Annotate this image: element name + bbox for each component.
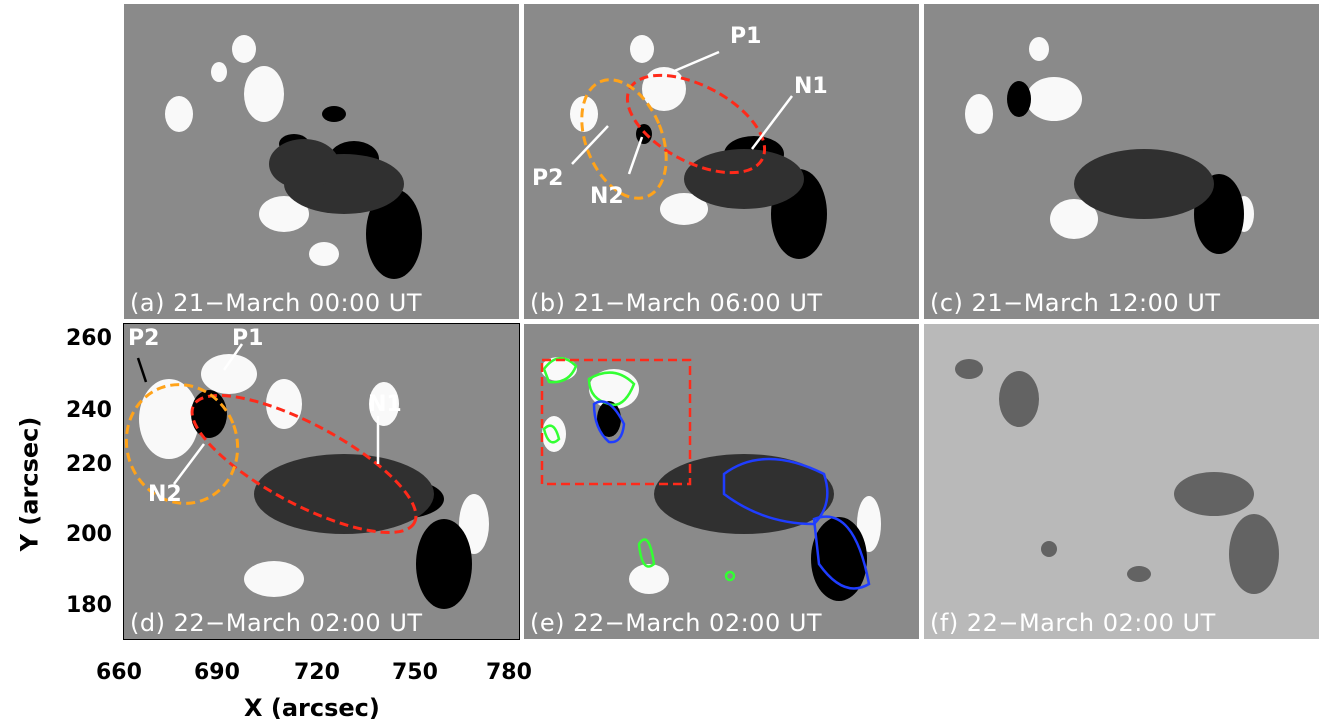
label-p1-b: P1 <box>730 24 762 49</box>
panel-d-label: (d) 22−March 02:00 UT <box>130 609 423 637</box>
negative-contours <box>592 400 871 590</box>
y-tick-200: 200 <box>66 522 112 547</box>
label-p2-b: P2 <box>532 166 564 191</box>
x-tick-720: 720 <box>294 660 340 685</box>
panel-f: (f) 22−March 02:00 UT <box>924 324 1319 639</box>
y-axis-title: Y (arcsec) <box>15 416 44 552</box>
y-tick-220: 220 <box>66 452 112 477</box>
x-tick-690: 690 <box>194 660 240 685</box>
panel-a: (a) 21−March 00:00 UT <box>124 4 519 319</box>
panel-e-label: (e) 22−March 02:00 UT <box>530 609 823 637</box>
label-p1-d: P1 <box>232 326 264 351</box>
panel-b-label: (b) 21−March 06:00 UT <box>530 289 823 317</box>
label-n2-d: N2 <box>148 482 182 507</box>
panel-c: (c) 21−March 12:00 UT <box>924 4 1319 319</box>
label-n2-b: N2 <box>590 184 624 209</box>
panel-b: P1 N1 P2 N2 (b) 21−March 06:00 UT <box>524 4 919 319</box>
magnetogram-a <box>165 35 422 279</box>
x-tick-660: 660 <box>96 660 142 685</box>
x-tick-780: 780 <box>486 660 532 685</box>
y-tick-180: 180 <box>66 593 112 618</box>
magnetogram-e <box>540 357 881 601</box>
label-p2-d: P2 <box>128 326 160 351</box>
magnetogram-d <box>124 343 489 609</box>
panel-e: (e) 22−March 02:00 UT <box>524 324 919 639</box>
label-n1-b: N1 <box>794 74 828 99</box>
panel-a-label: (a) 21−March 00:00 UT <box>130 289 423 317</box>
x-axis-title: X (arcsec) <box>244 694 380 722</box>
y-tick-260: 260 <box>66 326 112 351</box>
x-tick-750: 750 <box>392 660 438 685</box>
ellipse-p1-n1 <box>625 73 767 175</box>
ellipse-p2-n2-d <box>124 383 240 505</box>
continuum-f <box>955 359 1279 594</box>
y-tick-240: 240 <box>66 398 112 423</box>
region-box <box>540 358 692 486</box>
panel-d: P2 P1 N1 N2 (d) 22−March 02:00 UT <box>123 323 520 640</box>
magnetogram-c <box>965 37 1254 254</box>
positive-contours <box>542 357 736 582</box>
magnetogram-b <box>570 35 827 259</box>
label-n1-d: N1 <box>368 392 402 417</box>
panel-f-label: (f) 22−March 02:00 UT <box>930 609 1216 637</box>
ellipse-p1-n1-d <box>190 394 418 534</box>
panel-c-label: (c) 21−March 12:00 UT <box>930 289 1221 317</box>
